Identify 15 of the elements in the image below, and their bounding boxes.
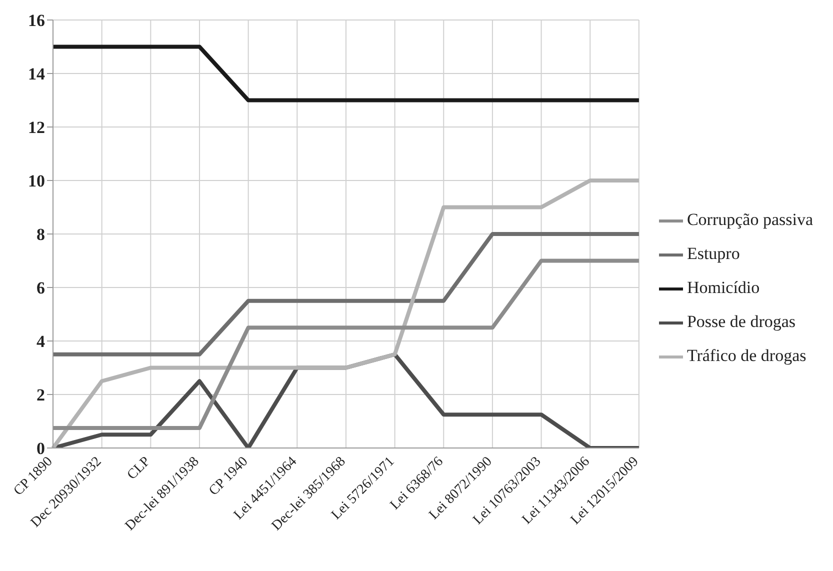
y-tick-label: 8 [36,225,45,244]
x-tick-label: CLP [124,454,154,483]
legend-label: Posse de drogas [686,312,796,331]
legend-label: Homicídio [686,278,760,297]
y-tick-label: 10 [28,172,45,191]
y-tick-label: 12 [28,118,45,138]
y-tick-label: 6 [36,278,45,298]
y-tick-label: 14 [28,64,46,84]
legend-label: Tráfico de drogas [686,346,806,365]
legend-label: Estupro [686,244,740,263]
legend-label: Corrupção passiva [686,210,813,229]
y-tick-label: 2 [36,386,45,405]
y-tick-label: 16 [28,11,45,30]
y-tick-label: 4 [36,332,46,352]
y-tick-label: 0 [36,439,45,458]
